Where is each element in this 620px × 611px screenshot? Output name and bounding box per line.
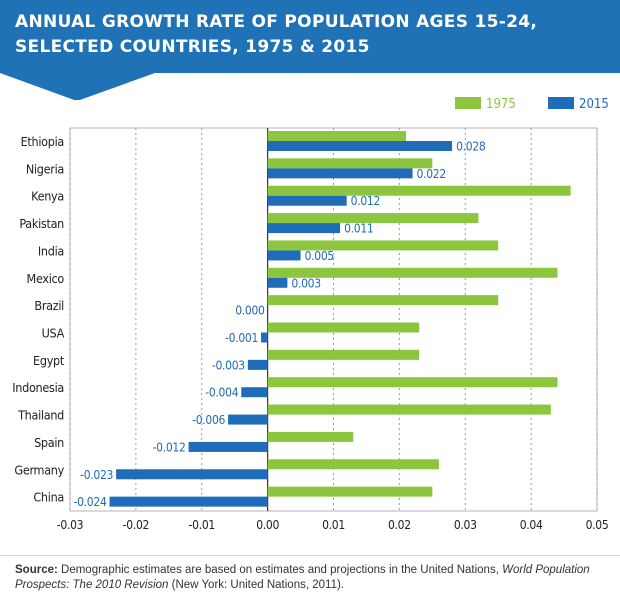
bar-2015 <box>267 277 288 288</box>
bar-1975 <box>267 240 499 251</box>
x-tick-label: -0.01 <box>189 518 215 532</box>
data-label-2015: -0.023 <box>80 468 113 482</box>
bar-1975 <box>267 349 420 360</box>
category-label: Pakistan <box>19 216 64 231</box>
legend-swatch-2015 <box>548 97 574 109</box>
bar-1975 <box>267 295 499 306</box>
data-label-2015: 0.003 <box>291 276 320 290</box>
bar-2015 <box>267 141 453 151</box>
bar-1975 <box>267 185 571 196</box>
category-label: Indonesia <box>12 380 64 395</box>
bar-1975 <box>267 431 354 442</box>
bar-2015 <box>228 414 268 425</box>
bar-2015 <box>247 359 268 370</box>
bar-2015 <box>116 469 268 480</box>
category-label: Kenya <box>31 189 64 204</box>
bar-2015 <box>267 195 347 206</box>
category-label: Brazil <box>34 298 64 313</box>
source-label: Source: <box>15 564 58 576</box>
data-label-2015: -0.001 <box>225 331 258 345</box>
bar-2015 <box>267 223 341 234</box>
bar-1975 <box>267 322 420 333</box>
x-tick-label: 0.03 <box>454 518 477 532</box>
bar-1975 <box>267 267 558 278</box>
x-tick-label: 0.00 <box>256 518 279 532</box>
source-text-2: (New York: United Nations, 2011). <box>168 579 344 591</box>
x-tick-label: 0.05 <box>586 518 609 532</box>
category-label: Ethiopia <box>21 134 64 149</box>
x-tick-label: -0.03 <box>57 518 83 532</box>
bar-1975 <box>267 404 551 415</box>
bar-1975 <box>267 213 479 224</box>
category-label: Thailand <box>17 408 64 423</box>
bar-1975 <box>267 131 406 141</box>
category-label: Egypt <box>33 353 65 368</box>
category-label: India <box>38 243 64 258</box>
data-label-2015: 0.012 <box>351 194 380 208</box>
source-divider <box>0 555 620 556</box>
data-label-2015: 0.005 <box>305 249 334 263</box>
bar-1975 <box>267 459 439 470</box>
bar-1975 <box>267 486 433 497</box>
chart-title: ANNUAL GROWTH RATE OF POPULATION AGES 15… <box>15 12 538 57</box>
legend-swatch-1975 <box>455 97 481 109</box>
data-label-2015: 0.022 <box>417 167 446 181</box>
bar-2015 <box>267 250 301 261</box>
data-label-2015: -0.004 <box>205 386 238 400</box>
x-tick-label: 0.04 <box>520 518 543 532</box>
data-label-2015: -0.012 <box>153 440 186 454</box>
category-label: China <box>33 490 64 505</box>
bar-2015 <box>241 387 268 398</box>
x-tick-label: 0.02 <box>388 518 411 532</box>
data-label-2015: 0.011 <box>344 222 373 236</box>
bar-2015 <box>261 332 268 343</box>
data-label-2015: -0.006 <box>192 413 225 427</box>
data-label-2015: -0.024 <box>74 495 107 509</box>
legend-label-1975: 1975 <box>486 97 516 112</box>
category-label: Spain <box>34 435 64 450</box>
x-tick-label: -0.02 <box>123 518 149 532</box>
legend-label-2015: 2015 <box>579 97 609 112</box>
source-note: Source: Demographic estimates are based … <box>15 563 610 593</box>
bar-2015 <box>188 441 268 452</box>
title-banner <box>0 0 620 100</box>
data-label-2015: 0.028 <box>456 140 486 154</box>
category-label: Germany <box>14 462 64 477</box>
data-label-2015: 0.000 <box>235 304 265 318</box>
bar-1975 <box>267 377 558 388</box>
source-text-1: Demographic estimates are based on estim… <box>57 564 503 576</box>
bar-2015 <box>267 168 413 179</box>
source-italic: World Population Prospects: The 2010 Rev… <box>15 564 590 591</box>
data-label-2015: -0.003 <box>212 358 245 372</box>
category-label: USA <box>42 326 65 341</box>
category-label: Mexico <box>27 271 65 286</box>
chart-area: -0.03 -0.02 -0.01 0.00 0.01 0.02 0.03 0.04 0.05 1… <box>12 97 609 532</box>
category-label: Nigeria <box>26 161 64 176</box>
x-tick-label: 0.01 <box>322 518 345 532</box>
bar-1975 <box>267 158 433 169</box>
bar-2015 <box>109 496 268 507</box>
